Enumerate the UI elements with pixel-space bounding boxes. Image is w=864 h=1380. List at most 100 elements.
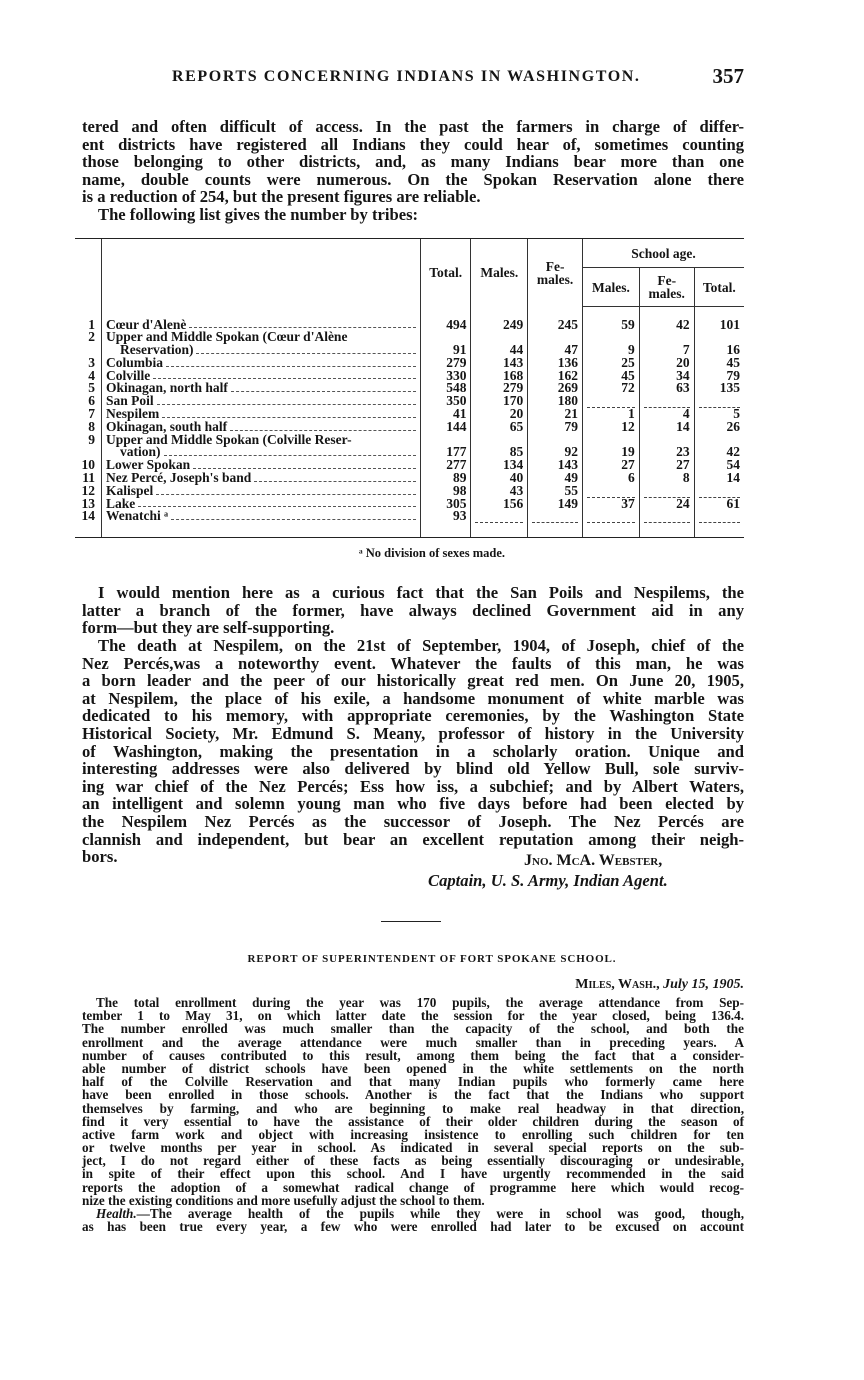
joseph-paragraph: The death at Nespilem, on the 21st of Se…	[82, 637, 744, 866]
text-line: in spite of their effect upon this schoo…	[82, 1166, 744, 1182]
row-number: 9	[88, 431, 95, 447]
dashed-rule	[532, 513, 579, 524]
dashed-rule	[643, 488, 690, 498]
tribe-name-text: Reservation)	[120, 342, 194, 358]
dot-leader	[156, 395, 416, 406]
cell-total: 350	[419, 394, 471, 409]
tribe-name-text: Lower Spokan	[106, 457, 191, 473]
text-line: number of causes contributed to this res…	[82, 1047, 744, 1063]
text-line: ent districts have registered all Indian…	[82, 134, 744, 154]
cell-s-total: 101	[693, 306, 744, 332]
cell-males: 134	[470, 458, 528, 473]
dot-leader	[230, 421, 416, 431]
cell-blank	[582, 510, 640, 524]
table-row: 5 Okinagan, north half 548 279 269 72 63 135	[75, 380, 744, 396]
health-paragraph: Health.—The average health of the pupils…	[82, 1207, 744, 1233]
cell-s-total: 61	[693, 497, 744, 511]
cell-s-females: 27	[638, 458, 695, 473]
signature-name: Jno. McA. Webster,	[524, 852, 663, 869]
row-number: 7	[88, 406, 95, 422]
text-line: latter a branch of the former, have alwa…	[82, 600, 744, 620]
cell-blank	[527, 510, 583, 524]
cell-males: 43	[470, 484, 528, 498]
table-row: 10 Lower Spokan 277 134 143 27 27 54	[75, 457, 744, 473]
spacer-cell	[470, 523, 528, 539]
dot-leader	[230, 382, 416, 393]
index-header	[75, 238, 102, 307]
table-row: 7 Nespilem 41 20 21 1 4 5	[75, 406, 744, 422]
females-header: Fe- males.	[527, 238, 583, 307]
cell-females: 149	[527, 497, 583, 511]
total-header: Total.	[419, 238, 471, 307]
cell-s-females: 14	[638, 420, 695, 434]
text-line: The following list gives the number by t…	[98, 204, 419, 224]
health-first-line: —The average health of the pupils while …	[136, 1206, 744, 1221]
row-number: 8	[88, 418, 95, 434]
row-number: 12	[81, 482, 96, 498]
row-number: 3	[88, 354, 95, 370]
dashed-rule	[587, 513, 635, 524]
text-line: at Nespilem, the place of his exile, a h…	[82, 688, 744, 708]
cell-females: 47	[527, 331, 583, 357]
text-line: reports the adoption of a somewhat radic…	[82, 1179, 744, 1195]
table-row: 6 San Poil 350 170 180	[75, 393, 744, 409]
cell-s-males: 27	[582, 458, 640, 473]
text-line: as has been true every year, a few who w…	[82, 1219, 744, 1235]
dot-leader	[171, 510, 416, 521]
row-number: 6	[88, 393, 95, 409]
tribe-name-text: Wenatchi ᵃ	[106, 508, 169, 524]
tribe-name-text: Nespilem	[106, 406, 160, 422]
cell-females: 55	[527, 484, 583, 498]
dashed-rule	[698, 513, 740, 524]
report-place: Miles, Wash.,	[575, 977, 660, 992]
tribe-name-text: Kalispel	[106, 482, 154, 498]
tribe-name: Okinagan, south half	[101, 420, 421, 434]
text-line: enrollment and the average attendance we…	[82, 1034, 744, 1050]
text-line: Historical Society, Mr. Edmund S. Meany,…	[82, 723, 744, 743]
text-line: form—but they are self-supporting.	[82, 618, 335, 638]
tribe-name-text: vation)	[120, 444, 161, 460]
cell-total: 305	[419, 497, 471, 511]
school-females-header: Fe- males.	[638, 267, 695, 307]
text-line: an intelligent and solemn young man who …	[82, 794, 744, 814]
text-line: dedicated to his memory, with appropriat…	[82, 706, 744, 726]
text-line: a born leader and the peer of our histor…	[82, 671, 744, 691]
cell-s-males: 45	[582, 369, 640, 383]
cell-s-females: 24	[638, 497, 695, 511]
text-line: or twelve months per year in school. As …	[82, 1140, 744, 1156]
cell-males: 85	[470, 433, 528, 460]
health-label: Health.	[96, 1206, 137, 1221]
cell-males: 279	[470, 381, 528, 396]
table-footnote: ᵃ No division of sexes made.	[358, 546, 505, 560]
cell-females: 143	[527, 458, 583, 473]
report-dateline: Miles, Wash., July 15, 1905.	[575, 977, 744, 993]
intro-paragraph: tered and often difficult of access. In …	[82, 118, 744, 224]
cell-s-total: 5	[693, 407, 744, 421]
dot-leader	[254, 472, 416, 482]
cell-total: 330	[419, 369, 471, 383]
cell-s-total: 26	[693, 420, 744, 434]
cell-s-males: 72	[582, 381, 640, 396]
cell-s-females: 4	[638, 407, 695, 421]
cell-s-total: 45	[693, 356, 744, 370]
school-age-header: School age.	[582, 238, 744, 268]
dot-leader	[166, 357, 416, 367]
cell-total: 98	[419, 484, 471, 498]
text-line: find it very essential to have the assis…	[82, 1113, 744, 1129]
cell-males: 65	[470, 420, 528, 434]
cell-total: 177	[419, 433, 471, 460]
cell-s-males: 6	[582, 471, 640, 485]
text-line: I would mention here as a curious fact t…	[98, 583, 744, 602]
tribe-name-text: Nez Percé, Joseph's band	[106, 470, 252, 486]
tribe-name: Lower Spokan	[101, 457, 421, 473]
cell-s-males: 19	[582, 433, 640, 460]
dot-leader	[193, 459, 416, 470]
cell-s-females: 20	[638, 356, 695, 370]
tribe-name-text: Okinagan, north half	[106, 380, 228, 396]
row-number: 5	[88, 380, 95, 396]
cell-blank	[638, 484, 695, 498]
tribe-name: Upper and Middle Spokan (Cœur d'Alène Res…	[101, 330, 421, 358]
cell-s-females: 7	[638, 331, 695, 357]
cell-total: 279	[419, 356, 471, 370]
spacer-cell	[527, 523, 583, 539]
